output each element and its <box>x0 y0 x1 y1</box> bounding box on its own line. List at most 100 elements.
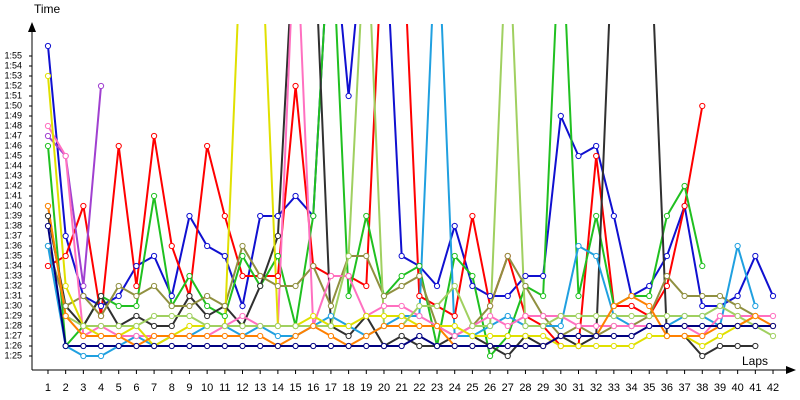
y-tick-label: 1:42 <box>4 180 22 190</box>
data-point <box>646 332 653 340</box>
data-point <box>274 322 281 330</box>
y-tick-label: 1:43 <box>4 170 22 180</box>
data-point <box>327 302 335 310</box>
data-point <box>257 342 264 350</box>
data-point <box>469 272 476 280</box>
data-point <box>486 302 494 310</box>
x-tick-label: 22 <box>413 382 425 394</box>
x-axis-arrow <box>786 366 796 374</box>
data-point <box>610 312 617 320</box>
data-point <box>522 282 529 290</box>
y-tick-label: 1:55 <box>4 50 22 60</box>
x-tick-label: 12 <box>236 382 248 394</box>
data-point <box>380 322 388 330</box>
data-point <box>752 302 759 310</box>
data-point <box>416 312 423 320</box>
data-point <box>204 292 211 300</box>
x-tick-label: 10 <box>201 382 213 394</box>
data-point <box>681 202 688 210</box>
data-point <box>663 212 671 220</box>
data-point <box>752 322 759 330</box>
data-point <box>522 342 529 350</box>
data-point <box>62 252 69 260</box>
data-point <box>628 292 635 300</box>
data-point <box>274 272 281 280</box>
data-point <box>186 332 193 340</box>
data-point <box>62 282 69 290</box>
data-point <box>327 312 335 320</box>
data-point <box>44 122 52 130</box>
data-point <box>133 282 140 290</box>
data-point <box>433 322 441 330</box>
data-point <box>486 352 494 360</box>
data-point <box>398 252 405 260</box>
x-tick-label: 3 <box>80 382 86 394</box>
data-point <box>522 322 529 330</box>
data-point <box>416 342 423 350</box>
data-point <box>734 342 741 350</box>
data-point <box>469 342 476 350</box>
data-point <box>186 342 193 350</box>
data-point <box>204 322 211 330</box>
x-tick-label: 4 <box>98 382 104 394</box>
x-tick-label: 21 <box>396 382 408 394</box>
data-point <box>557 312 564 320</box>
data-point <box>504 342 511 350</box>
data-point <box>522 332 529 340</box>
data-point <box>133 302 140 310</box>
x-tick-label: 23 <box>431 382 443 394</box>
data-point <box>628 332 635 340</box>
data-point <box>716 342 724 350</box>
data-point <box>646 282 653 290</box>
data-point <box>363 282 370 290</box>
data-point <box>398 302 405 310</box>
data-point <box>133 292 140 300</box>
data-point <box>44 202 52 210</box>
y-tick-label: 1:48 <box>4 120 22 130</box>
x-tick-label: 17 <box>325 382 337 394</box>
data-point <box>575 152 582 160</box>
data-point <box>221 312 228 320</box>
y-tick-label: 1:41 <box>4 190 22 200</box>
data-point <box>274 342 281 350</box>
data-point <box>204 242 211 250</box>
data-point <box>115 282 122 290</box>
data-point <box>239 322 246 330</box>
data-point <box>540 292 547 300</box>
data-point <box>416 292 423 300</box>
data-point <box>752 252 759 260</box>
data-point <box>345 292 352 300</box>
data-point <box>451 342 458 350</box>
data-point <box>204 302 211 310</box>
data-point <box>486 342 494 350</box>
data-point <box>610 322 617 330</box>
data-point <box>451 222 458 230</box>
x-tick-label: 14 <box>272 382 284 394</box>
x-tick-label: 16 <box>307 382 319 394</box>
data-point <box>699 332 706 340</box>
x-tick-label: 42 <box>767 382 779 394</box>
data-point <box>44 142 52 150</box>
data-point <box>363 252 370 260</box>
x-tick-label: 34 <box>625 382 637 394</box>
data-point <box>540 272 547 280</box>
data-point <box>380 302 388 310</box>
data-point <box>663 332 671 340</box>
data-point <box>292 282 299 290</box>
data-point <box>115 142 122 150</box>
x-tick-label: 5 <box>116 382 122 394</box>
data-point <box>97 302 105 310</box>
data-point <box>186 302 193 310</box>
data-point <box>150 342 158 350</box>
data-point <box>168 292 175 300</box>
data-point <box>133 322 140 330</box>
data-point <box>663 252 671 260</box>
data-point <box>80 342 87 350</box>
data-point <box>681 332 688 340</box>
x-tick-label: 26 <box>484 382 496 394</box>
data-point <box>80 352 87 360</box>
data-point <box>663 282 671 290</box>
data-point <box>62 302 69 310</box>
data-point <box>150 192 158 200</box>
